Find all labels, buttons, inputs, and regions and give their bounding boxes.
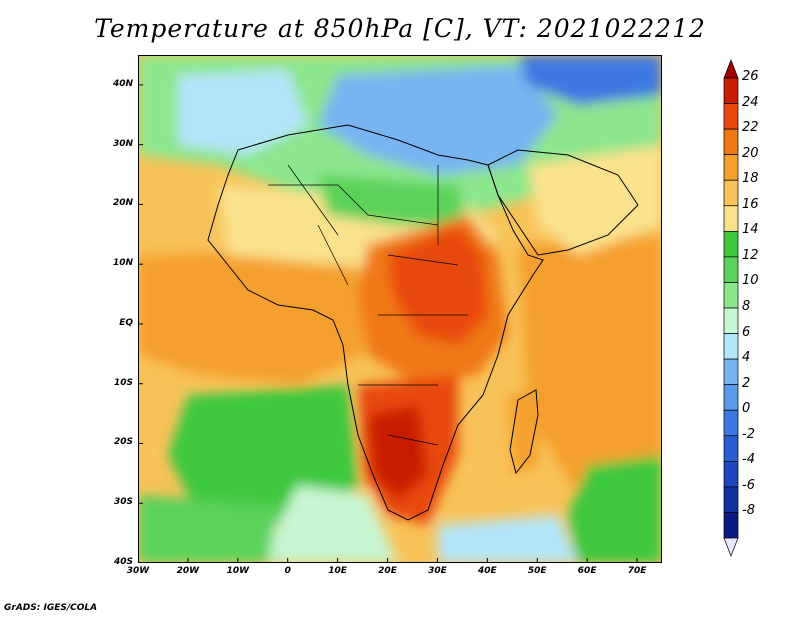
africa-coastline	[207, 124, 544, 521]
lon-tick-label: 70E	[627, 566, 647, 576]
southern-ocean-green	[138, 495, 278, 563]
colorbar-level-label: 10	[742, 273, 759, 289]
mediterranean-blue	[318, 65, 558, 175]
arabia-yellow	[528, 145, 662, 255]
colorbar-segment	[723, 333, 739, 360]
colorbar-level-label: -4	[742, 452, 755, 468]
south-indian-green	[568, 455, 662, 563]
lon-tick-label: 30W	[126, 566, 150, 576]
lat-tick-label: 40S	[113, 557, 133, 567]
lat-tick-label: EQ	[119, 317, 133, 328]
colorbar-segment	[723, 384, 739, 411]
lat-tick-label: 10N	[112, 258, 133, 269]
colorbar-level-label: 0	[742, 401, 751, 417]
credit-text: GrADS: IGES/COLA	[4, 603, 98, 613]
colorbar-level-label: -6	[742, 477, 755, 493]
colorbar-segment	[723, 486, 739, 513]
colorbar-segment	[723, 358, 739, 386]
lon-tick-label: 10W	[226, 566, 250, 576]
border-lines	[268, 164, 468, 446]
colorbar-level-label: 2	[742, 375, 751, 391]
colorbar-segment	[723, 230, 739, 258]
tropical-atlantic-warm	[138, 250, 368, 385]
colorbar-level-label: 14	[742, 222, 759, 238]
colorbar-bottom-arrow	[723, 537, 739, 557]
temperature-map: 40N 30N 20N 10N EQ 10S 20S 30S 40S 30W 20W 10W 0 10E 2…	[113, 55, 662, 576]
colorbar-segment	[723, 256, 739, 283]
lon-tick-label: 0	[284, 566, 291, 576]
south-indian-cyan	[438, 515, 578, 563]
lat-tick-label: 10S	[113, 377, 133, 388]
lat-tick-label: 30S	[113, 497, 133, 508]
colorbar-segment	[723, 128, 739, 156]
colorbar-level-label: 8	[742, 299, 751, 314]
colorbar-level-label: 20	[742, 145, 759, 161]
lon-tick-label: 10E	[328, 566, 347, 576]
lon-tick-label: 50E	[527, 566, 547, 576]
colorbar-segment	[723, 77, 739, 104]
saharan-green	[318, 175, 468, 225]
south-atlantic-cyan	[258, 485, 398, 563]
chart-title: Temperature at 850hPa [C], VT: 202102221…	[94, 14, 706, 43]
colorbar-level-label: -2	[742, 426, 755, 442]
colorbar-segment	[723, 205, 739, 232]
lat-tick-label: 20N	[112, 198, 133, 209]
north-atlantic-cyan	[178, 70, 308, 155]
colorbar-level-label: 26	[742, 69, 759, 84]
colorbar-segment	[723, 435, 739, 462]
colorbar-segment	[723, 154, 739, 181]
colorbar-segment	[723, 103, 739, 130]
colorbar-segment	[723, 512, 739, 539]
colorbar-level-label: 18	[742, 171, 759, 187]
arabia-outline	[487, 149, 639, 256]
lat-tick-label: 30N	[112, 138, 133, 149]
colorbar-segment	[723, 179, 739, 207]
turkey-cold	[518, 55, 662, 105]
colorbar-level-label: 4	[742, 350, 751, 366]
colorbar-segment	[723, 307, 739, 334]
colorbar-segment	[723, 409, 739, 437]
lon-tick-label: 20W	[176, 566, 200, 576]
colorbar-level-label: 24	[742, 94, 759, 110]
lon-tick-label: 20E	[378, 566, 397, 576]
colorbar-level-label: 6	[742, 324, 751, 340]
colorbar-segment	[723, 460, 739, 488]
kalahari-core	[368, 405, 428, 500]
colorbar-level-label: -8	[742, 503, 755, 519]
indian-ocean-warm	[518, 235, 662, 495]
lat-tick-label: 40N	[112, 78, 133, 89]
map-frame	[138, 55, 662, 563]
lon-tick-label: 60E	[577, 566, 597, 576]
colorbar-level-label: 22	[742, 120, 759, 136]
colorbar	[723, 59, 739, 557]
map-field	[138, 55, 662, 563]
lon-tick-label: 40E	[477, 566, 497, 576]
colorbar-level-label: 16	[742, 196, 759, 212]
lon-tick-label: 30E	[428, 566, 447, 576]
colorbar-segment	[723, 282, 739, 309]
colorbar-level-label: 12	[742, 247, 759, 263]
lat-tick-label: 20S	[113, 437, 133, 448]
colorbar-top-arrow	[723, 59, 739, 79]
madagascar-outline	[509, 389, 539, 475]
